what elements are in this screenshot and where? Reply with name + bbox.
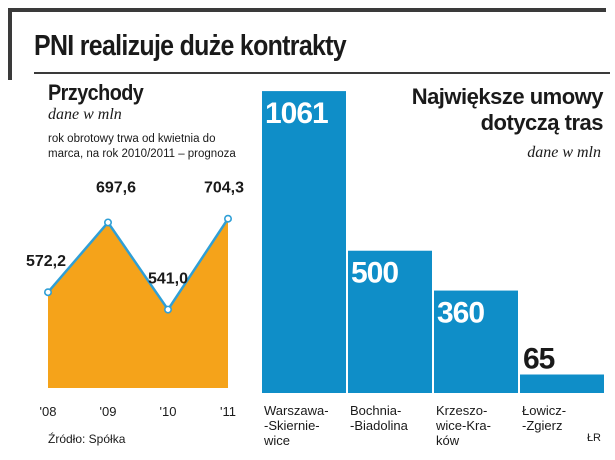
contract-category-label: Łowicz-	[522, 403, 566, 418]
contracts-chart-title: Największe umowy dotyczą tras	[411, 84, 604, 136]
contract-category-label: wice	[263, 433, 290, 448]
contract-value-label: 500	[351, 257, 398, 290]
revenue-point	[43, 288, 52, 297]
title-rule	[34, 72, 610, 74]
revenue-point	[164, 305, 173, 314]
revenue-line	[47, 218, 230, 311]
revenue-x-tick-label: '08	[40, 404, 57, 419]
frame-top-border	[8, 8, 606, 12]
revenue-point	[104, 218, 113, 227]
contract-value-label: 360	[437, 297, 484, 330]
contract-category-label: -Skiernie-	[264, 418, 320, 433]
contract-category-label: wice-Kra-	[435, 418, 491, 433]
revenue-value-label: 572,2	[26, 253, 66, 270]
contract-category-label: Krzeszo-	[436, 403, 487, 418]
revenue-x-tick-label: '11	[220, 404, 236, 419]
revenue-area	[48, 218, 228, 388]
revenue-chart-unit: dane w mln	[48, 106, 122, 123]
revenue-chart-note: rok obrotowy trwa od kwietnia do marca, …	[48, 133, 236, 160]
main-title: PNI realizuje duże kontrakty	[34, 30, 347, 62]
contracts-chart-title-line: Największe umowy	[411, 84, 604, 109]
contract-category-label: Bochnia-	[350, 403, 401, 418]
contract-bar	[520, 374, 604, 393]
contract-value-label: 1061	[265, 97, 328, 130]
contracts-chart-title-line: dotyczą tras	[480, 110, 604, 135]
source-note: Źródło: Spółka	[48, 432, 126, 446]
contract-bar	[348, 250, 432, 393]
contract-category-label: -Zgierz	[522, 418, 562, 433]
frame-left-border	[8, 8, 12, 80]
author-credit: ŁR	[586, 432, 601, 444]
contract-bar	[262, 91, 346, 393]
revenue-chart-title: Przychody	[48, 80, 144, 105]
revenue-point	[224, 214, 233, 223]
revenue-value-label: 704,3	[204, 180, 244, 197]
revenue-value-label: 697,6	[96, 179, 136, 196]
contract-category-label: Warszawa-	[264, 403, 329, 418]
contract-category-label: -Biadolina	[350, 418, 409, 433]
revenue-x-tick-label: '10	[160, 404, 177, 419]
contract-bar	[434, 290, 518, 393]
contract-value-label: 65	[523, 343, 555, 376]
contract-category-label: ków	[436, 433, 460, 448]
contracts-chart-unit: dane w mln	[527, 144, 601, 161]
revenue-value-label: 541,0	[148, 271, 188, 288]
revenue-x-tick-label: '09	[100, 404, 117, 419]
